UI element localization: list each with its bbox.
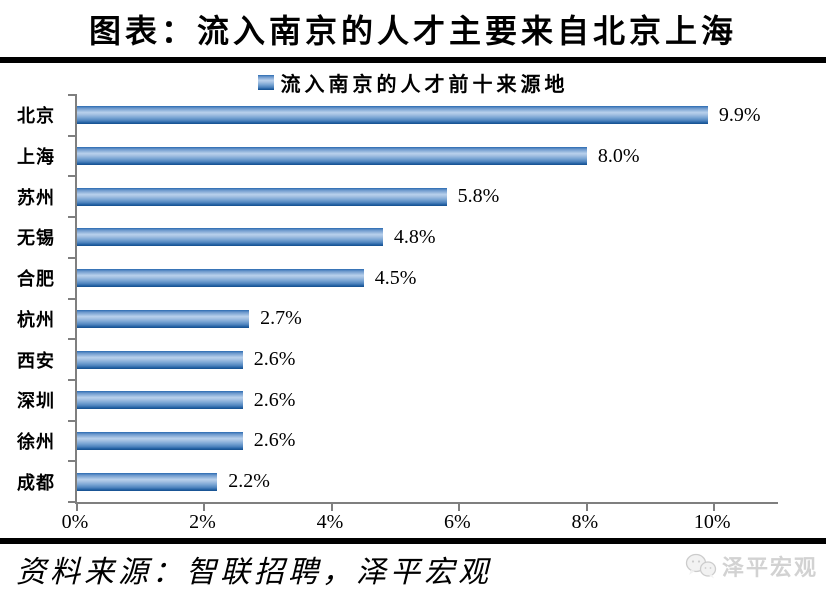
plot-area: 9.9% 8.0% 5.8% 4.8% 4.5% 2.7% 2.6% 2.6% 2.6% 2.2% (68, 94, 778, 511)
bar-value-label: 2.6% (253, 388, 296, 411)
watermark: 泽平宏观 (685, 551, 818, 581)
bar-value-label: 4.5% (374, 266, 417, 289)
bar-value-label: 5.8% (457, 185, 500, 208)
bar-row: 9.9% (77, 95, 778, 136)
y-axis-tick (68, 501, 77, 503)
bar (77, 350, 243, 369)
legend-swatch-icon (257, 74, 274, 90)
bar-value-label: 2.6% (253, 429, 296, 452)
bar-row: 8.0% (77, 136, 778, 177)
bar-value-label: 4.8% (393, 225, 436, 248)
bar-row: 4.5% (77, 258, 778, 299)
bar-row: 2.7% (77, 299, 778, 340)
category-label: 西安 (17, 350, 55, 371)
category-label: 无锡 (17, 228, 55, 249)
y-axis-tick (68, 460, 77, 463)
page-title: 图表：流入南京的人才主要来自北京上海 (88, 13, 737, 49)
bar-row: 5.8% (77, 176, 778, 217)
category-label: 合肥 (17, 269, 55, 290)
y-axis-tick (68, 338, 77, 341)
category-label: 成都 (17, 472, 55, 493)
category-label: 苏州 (17, 187, 55, 208)
bar-row: 2.6% (77, 339, 778, 380)
bar-row: 2.6% (77, 380, 778, 421)
y-axis-tick (68, 134, 77, 137)
bar (77, 309, 250, 328)
y-axis-tick (68, 216, 77, 219)
category-label: 徐州 (17, 431, 55, 452)
category-label: 上海 (17, 147, 55, 168)
x-axis-tick-label: 8% (571, 511, 599, 533)
bar-row: 4.8% (77, 217, 778, 258)
x-axis-tick (458, 502, 461, 511)
legend-label: 流入南京的人才前十来源地 (280, 73, 569, 96)
bar-value-label: 2.2% (228, 470, 270, 493)
bar (77, 228, 383, 247)
bar-row: 2.2% (77, 461, 778, 502)
x-axis-tick (713, 502, 716, 511)
x-axis-tick (330, 502, 333, 511)
y-axis-tick (68, 419, 77, 422)
category-label: 北京 (17, 106, 55, 127)
category-label: 深圳 (17, 391, 55, 412)
x-axis-tick (76, 502, 78, 511)
source-note: 资料来源：智联招聘，泽平宏观 (16, 556, 492, 589)
x-axis-labels: 0% 2% 4% 6% 8% 10% (0, 511, 826, 537)
bar (77, 472, 218, 491)
bar (77, 391, 243, 410)
bar (77, 431, 243, 450)
y-axis-tick (68, 256, 77, 259)
bar-row: 2.6% (77, 421, 778, 462)
bar-value-label: 9.9% (718, 103, 761, 126)
x-axis-tick-label: 0% (61, 511, 89, 533)
title-divider (0, 57, 826, 63)
y-axis-labels: 北京上海苏州无锡合肥杭州西安深圳徐州成都 (0, 95, 55, 502)
y-axis-tick (68, 378, 77, 381)
x-axis-tick-label: 6% (444, 511, 471, 533)
bar-value-label: 2.7% (260, 307, 302, 330)
footer-divider (0, 538, 826, 544)
legend: 流入南京的人才前十来源地 (0, 70, 826, 96)
chat-bubbles-icon (685, 553, 717, 579)
category-label: 杭州 (17, 309, 55, 330)
x-axis-tick-label: 4% (316, 511, 344, 533)
bar (77, 147, 587, 166)
watermark-label: 泽平宏观 (721, 555, 818, 580)
y-axis-tick (68, 297, 77, 300)
y-axis-tick (68, 94, 77, 96)
bar (77, 269, 364, 288)
x-axis-tick-label: 10% (693, 511, 731, 533)
y-axis-tick (68, 175, 77, 178)
bar-value-label: 8.0% (597, 144, 640, 167)
bar (77, 187, 447, 206)
x-axis-tick (585, 502, 588, 511)
x-axis-tick (203, 502, 206, 511)
x-axis-tick-label: 2% (189, 511, 216, 533)
bar-value-label: 2.6% (253, 348, 296, 371)
bar (77, 106, 708, 125)
